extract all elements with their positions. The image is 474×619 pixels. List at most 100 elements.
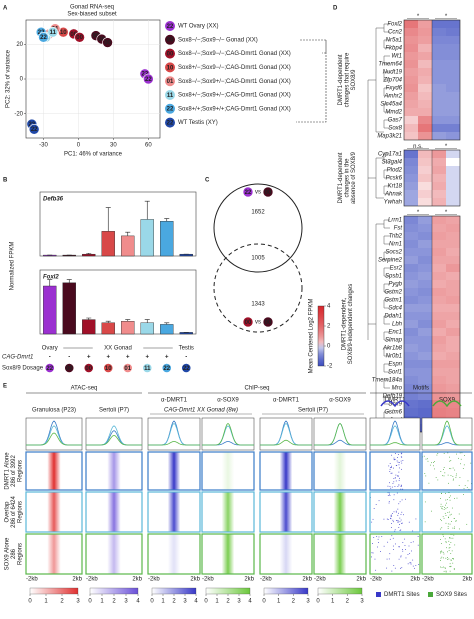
heatmap-frame (201, 451, 255, 491)
gene-label: Nr5a1 (386, 38, 402, 44)
motif-site (392, 549, 394, 550)
motif-site (449, 547, 451, 549)
profile-line (202, 422, 254, 446)
point (38, 32, 49, 43)
motif-site (452, 467, 454, 469)
heatmap-cell (418, 224, 432, 232)
motif-site (447, 474, 449, 476)
motif-site (387, 495, 389, 496)
heatmap-cell (432, 376, 446, 384)
color-bar (151, 587, 197, 595)
point (102, 37, 113, 48)
heatmap-cell (446, 264, 460, 272)
heatmap-cell (404, 174, 418, 182)
motif-site (445, 541, 447, 542)
motif-site (400, 484, 402, 486)
motif-site (393, 499, 395, 501)
motif-site (449, 537, 451, 538)
motif-site (390, 516, 392, 517)
profile-line (26, 432, 82, 446)
motif-site (400, 460, 402, 462)
gene-label: Fst (394, 226, 403, 232)
heatmap-cell (418, 400, 432, 408)
heatmap-cell (418, 328, 432, 336)
heatmap-signal (260, 534, 312, 574)
gene-label: Defb36 (43, 197, 64, 203)
section-title: ChIP-seq (244, 386, 269, 392)
motif-site (392, 519, 394, 521)
heatmap-cell (418, 248, 432, 256)
heatmap-cell (446, 248, 460, 256)
x-axis-label: PC1: 46% of variance (64, 152, 123, 158)
motif-site (443, 466, 445, 468)
motif-site (412, 559, 414, 561)
color-tick-label: 0 (327, 344, 331, 350)
motif-site (449, 563, 451, 565)
motif-site (388, 501, 390, 502)
motif-logo (432, 400, 462, 408)
motif-site (398, 467, 400, 469)
color-tick-label: 3 (183, 599, 187, 605)
heatmap-cell (446, 158, 460, 166)
row-label: Regions (18, 501, 24, 523)
gene-label: Serpine2 (378, 258, 403, 264)
legend-badge (164, 20, 176, 32)
axis-label: 2kb (356, 577, 366, 583)
motif-site (392, 537, 394, 539)
motif-site (449, 511, 450, 513)
heatmap-frame (85, 533, 143, 575)
motif-site (443, 535, 444, 537)
heatmap-cell (446, 312, 460, 320)
motif-site (389, 468, 391, 470)
heatmap-cell (432, 288, 446, 296)
heatmap-cell (446, 92, 460, 100)
gene-label: Lrrn1 (388, 218, 402, 224)
heatmap-cell (404, 352, 418, 360)
gene-label: Slmap (385, 338, 403, 344)
heatmap-cell (404, 124, 418, 132)
legend-swatch (376, 592, 381, 597)
section-title: Motifs (413, 386, 429, 392)
comparison-badge (262, 316, 274, 328)
motif-site (447, 551, 448, 553)
gene-label: Fkbp4 (385, 46, 402, 52)
motif-site (394, 530, 396, 532)
axis-label: -2kb (260, 577, 272, 583)
heatmap-frame (85, 491, 143, 533)
motif-site (440, 543, 442, 544)
legend-badge (164, 34, 176, 46)
heatmap-cell (418, 216, 432, 224)
legend-badge-label: 11 (167, 93, 174, 99)
gene-label: Sdc4 (388, 306, 402, 312)
heatmap-cell (446, 108, 460, 116)
motif-site (402, 550, 404, 552)
heatmap-cell (404, 304, 418, 312)
motif-site (390, 487, 392, 489)
motif-site (452, 558, 453, 559)
motif-site (468, 488, 470, 490)
heatmap-cell (418, 124, 432, 132)
point-label: 00 (93, 33, 100, 39)
row-label: 286 (11, 548, 17, 559)
bar (121, 321, 135, 335)
color-tick-label: 3 (360, 599, 364, 605)
motif-site (458, 528, 460, 530)
motif-site (389, 486, 391, 487)
heatmap-cell (432, 352, 446, 360)
group-label: DMRT1-dependent (338, 54, 344, 105)
legend-label: WT Testis (XY) (178, 120, 218, 126)
heatmap-frame (259, 491, 313, 533)
axis-label: 2kb (190, 577, 200, 583)
motif-site (394, 477, 396, 479)
motif-site (452, 562, 454, 564)
column-title: Sertoli (P7) (99, 408, 129, 414)
cag-sign: + (87, 355, 91, 361)
cag-sign: + (165, 355, 169, 361)
motif-site (424, 473, 426, 474)
heatmap-cell (418, 288, 432, 296)
motif-site (433, 465, 434, 467)
motif-site (398, 503, 400, 505)
heatmap-cell (404, 248, 418, 256)
bar (160, 221, 174, 257)
heatmap-cell (446, 36, 460, 44)
